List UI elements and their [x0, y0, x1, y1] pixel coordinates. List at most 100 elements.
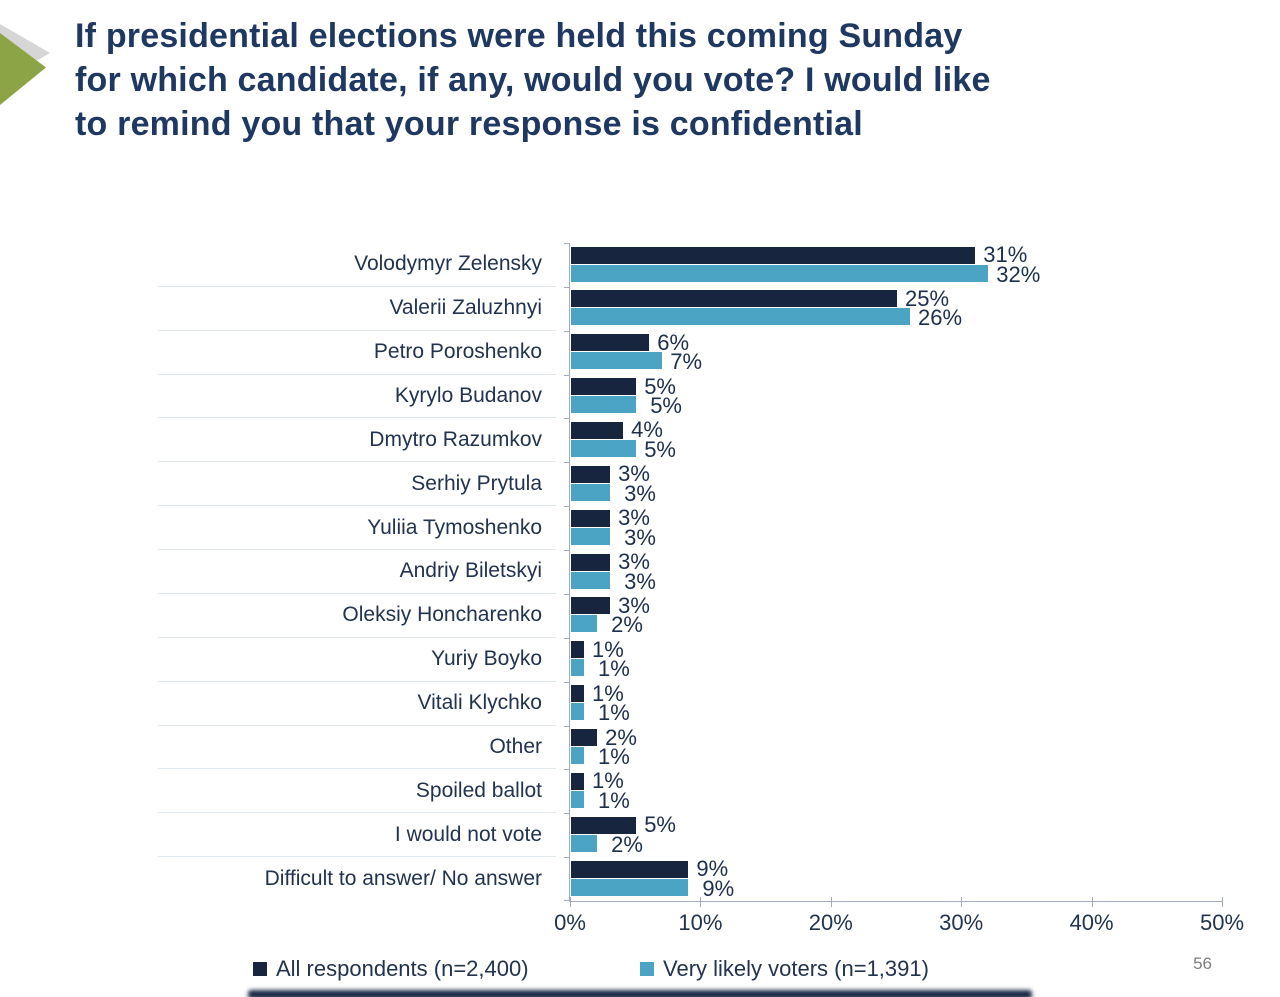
bar-very-likely-voters [571, 483, 611, 501]
category-label: Yuriy Boyko [158, 638, 556, 682]
category-label: Other [158, 726, 556, 770]
y-axis-tick [564, 506, 569, 508]
footer-strip [248, 990, 1032, 997]
value-label-very-likely-voters: 32% [996, 261, 1041, 287]
category-label: Difficult to answer/ No answer [264, 867, 542, 891]
legend-item-all-respondents: All respondents (n=2,400) [253, 952, 529, 986]
bar-very-likely-voters [571, 834, 598, 852]
y-axis-tick [564, 857, 569, 859]
bar-all-respondents [571, 246, 976, 264]
y-axis-tick [564, 813, 569, 815]
x-axis-tick [1091, 897, 1093, 907]
legend-label-very-likely-voters: Very likely voters (n=1,391) [663, 956, 929, 981]
y-axis-tick [564, 374, 569, 376]
page-title: If presidential elections were held this… [75, 14, 1235, 146]
bar-all-respondents [571, 290, 897, 308]
bar-very-likely-voters [571, 308, 911, 326]
y-axis-tick [564, 769, 569, 771]
y-axis-tick [564, 330, 569, 332]
bar-very-likely-voters [571, 396, 637, 414]
y-axis-tick [564, 637, 569, 639]
bar-very-likely-voters [571, 264, 989, 282]
value-label-very-likely-voters: 5% [650, 393, 682, 419]
category-label: Oleksiy Honcharenko [158, 594, 556, 638]
y-axis-tick [564, 725, 569, 727]
value-label-all-respondents: 31% [983, 242, 1028, 267]
y-axis-tick [564, 418, 569, 420]
legend-swatch-all-respondents [253, 962, 267, 976]
page-title-line-2: for which candidate, if any, would you v… [75, 61, 991, 99]
value-label-very-likely-voters: 5% [644, 436, 676, 462]
value-label-all-respondents: 2% [605, 724, 637, 750]
bar-very-likely-voters [571, 659, 585, 677]
bar-very-likely-voters [571, 352, 663, 370]
bar-very-likely-voters [571, 615, 598, 633]
value-label-all-respondents: 4% [631, 417, 663, 443]
legend-swatch-very-likely-voters [640, 962, 654, 976]
bar-very-likely-voters [571, 527, 611, 545]
page-title-line-3: to remind you that your response is conf… [75, 105, 863, 143]
bar-all-respondents [571, 378, 637, 396]
category-label: Andriy Biletskyi [158, 550, 556, 594]
y-axis-tick [564, 900, 569, 901]
category-label: I would not vote [158, 813, 556, 858]
x-axis-label: 30% [939, 910, 984, 935]
y-axis-line [569, 243, 570, 901]
bar-all-respondents [571, 772, 585, 790]
category-label: Yuliia Tymoshenko [158, 506, 556, 551]
x-axis-label: 50% [1199, 910, 1245, 935]
value-label-all-respondents: 6% [657, 329, 690, 355]
x-axis-label: 40% [1069, 910, 1114, 935]
value-label-very-likely-voters: 3% [624, 568, 656, 594]
x-axis-tick [830, 897, 832, 907]
page-title-line-1: If presidential elections were held this… [75, 17, 963, 55]
value-label-very-likely-voters: 9% [702, 875, 735, 901]
value-label-all-respondents: 5% [644, 373, 676, 399]
category-label: Vitali Klychko [158, 682, 556, 726]
bar-very-likely-voters [571, 439, 637, 457]
value-label-all-respondents: 3% [618, 592, 650, 618]
y-axis-tick [564, 681, 569, 683]
value-label-all-respondents: 1% [592, 636, 624, 662]
value-label-all-respondents: 1% [592, 768, 624, 794]
value-label-all-respondents: 9% [696, 856, 729, 882]
y-axis-tick [564, 550, 569, 552]
value-label-very-likely-voters: 2% [611, 831, 643, 857]
value-label-all-respondents: 1% [592, 680, 624, 706]
category-label: Serhiy Prytula [158, 462, 556, 507]
category-label: Volodymyr Zelensky [158, 243, 556, 287]
category-label: Valerii Zaluzhnyi [158, 287, 556, 331]
bar-all-respondents [571, 421, 624, 439]
bar-very-likely-voters [571, 790, 585, 808]
bar-very-likely-voters [571, 878, 689, 896]
legend-item-very-likely-voters: Very likely voters (n=1,391) [640, 952, 929, 986]
value-label-very-likely-voters: 1% [598, 656, 630, 682]
y-axis-tick [564, 243, 569, 244]
value-label-very-likely-voters: 1% [598, 700, 630, 726]
x-axis-tick [570, 897, 571, 907]
value-label-all-respondents: 3% [618, 549, 650, 575]
x-axis-tick [961, 897, 963, 907]
y-axis-tick [564, 286, 569, 288]
bar-all-respondents [571, 641, 585, 659]
bar-all-respondents [571, 334, 650, 352]
category-label: Dmytro Razumkov [158, 418, 556, 463]
x-axis-label: 10% [678, 910, 723, 935]
bar-all-respondents [571, 729, 598, 747]
bar-all-respondents [571, 685, 585, 703]
bar-very-likely-voters [571, 571, 611, 589]
x-axis-tick [700, 897, 702, 907]
category-labels: Volodymyr Zelensky Valerii Zaluzhnyi Petro… [158, 243, 556, 901]
bar-all-respondents [571, 860, 689, 878]
value-label-very-likely-voters: 3% [624, 524, 656, 550]
bar-all-respondents [571, 597, 611, 615]
category-label: Spoiled ballot [158, 769, 556, 814]
bar-all-respondents [571, 465, 611, 483]
value-label-all-respondents: 3% [618, 461, 650, 487]
bar-very-likely-voters [571, 747, 585, 765]
x-axis-label: 0% [554, 910, 586, 935]
value-label-very-likely-voters: 1% [598, 787, 630, 813]
page-number: 56 [1193, 954, 1212, 973]
y-axis-tick [564, 462, 569, 464]
